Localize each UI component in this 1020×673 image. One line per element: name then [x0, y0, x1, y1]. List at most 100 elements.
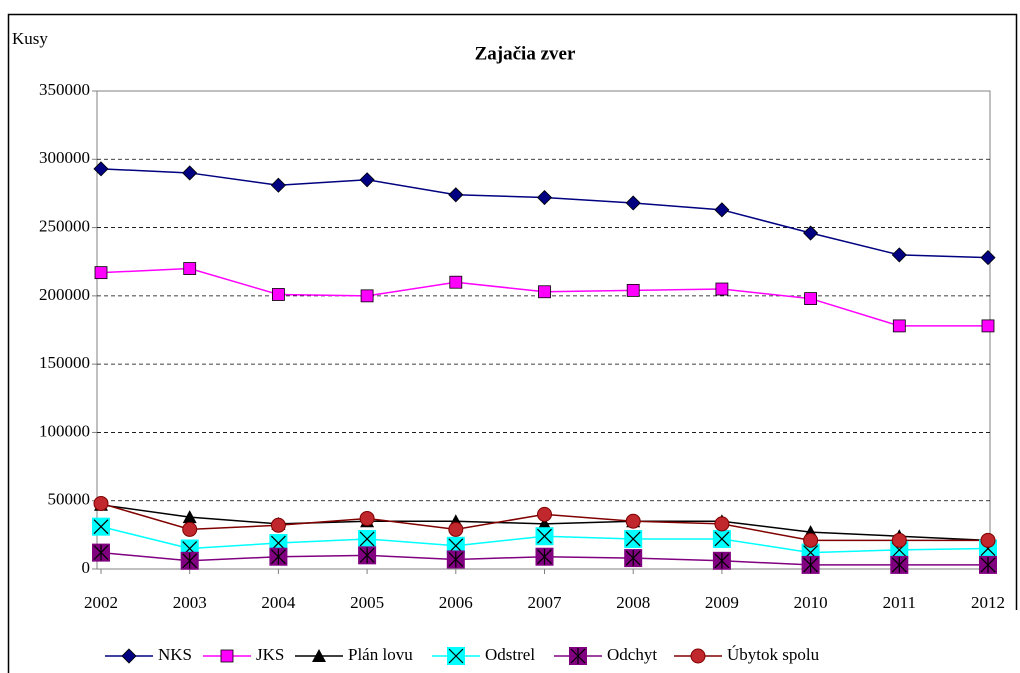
data-point: [981, 319, 995, 333]
marker-shape: [182, 165, 198, 181]
data-point: [183, 262, 197, 275]
data-point: [448, 187, 464, 203]
marker-shape: [448, 551, 464, 568]
data-point: [538, 285, 551, 299]
marker-shape: [981, 319, 995, 333]
data-point: [890, 555, 909, 574]
marker-shape: [625, 195, 641, 211]
marker-shape: [714, 531, 730, 547]
data-point: [92, 543, 110, 562]
marker-shape: [449, 275, 463, 289]
data-point: [359, 172, 375, 188]
data-point: [92, 517, 110, 536]
y-tick-label: 300000: [39, 148, 90, 167]
x-tick-label: 2006: [439, 593, 473, 612]
data-point: [625, 195, 641, 211]
data-point: [448, 521, 464, 537]
marker-shape: [182, 510, 197, 524]
marker-shape: [93, 495, 109, 511]
y-tick-label: 50000: [48, 490, 91, 509]
marker-shape: [714, 202, 730, 218]
legend-label: Plán lovu: [348, 645, 413, 664]
marker-shape: [538, 285, 551, 299]
data-point: [358, 546, 377, 565]
data-point: [270, 177, 286, 193]
legend-label: Odchyt: [607, 645, 657, 664]
data-point: [714, 202, 730, 218]
data-point: [804, 292, 817, 305]
marker-shape: [93, 519, 109, 535]
data-point: [358, 529, 377, 548]
x-tick-label: 2011: [883, 593, 916, 612]
data-point: [360, 289, 374, 303]
data-point: [891, 532, 907, 548]
legend-marker: [690, 648, 706, 664]
marker-shape: [360, 289, 374, 303]
marker-shape: [93, 161, 109, 177]
data-point: [625, 513, 641, 529]
marker-shape: [121, 648, 137, 664]
data-point: [712, 551, 731, 570]
data-point: [714, 516, 730, 532]
x-tick-label: 2012: [971, 593, 1005, 612]
data-point: [93, 161, 109, 177]
data-point: [892, 319, 906, 333]
data-point: [535, 547, 554, 566]
marker-shape: [891, 556, 907, 573]
data-point: [803, 532, 819, 548]
marker-shape: [220, 649, 234, 663]
marker-shape: [804, 292, 817, 305]
legend-marker: [447, 647, 465, 665]
x-tick-label: 2008: [616, 593, 650, 612]
marker-shape: [312, 649, 326, 662]
legend-marker: [121, 648, 137, 664]
data-point: [535, 527, 554, 546]
marker-shape: [94, 266, 108, 280]
data-point: [801, 555, 820, 574]
marker-shape: [980, 556, 996, 573]
y-axis-label: Kusy: [12, 29, 48, 48]
marker-shape: [891, 247, 907, 263]
data-point: [536, 189, 553, 206]
data-point: [803, 225, 819, 241]
y-tick-label: 200000: [39, 285, 90, 304]
marker-shape: [803, 556, 819, 573]
chart-frame: [7, 13, 1018, 673]
x-tick-label: 2007: [528, 593, 563, 612]
data-point: [93, 495, 109, 511]
legend-marker: [220, 649, 234, 663]
data-point: [891, 247, 907, 263]
marker-shape: [715, 282, 729, 296]
marker-shape: [270, 548, 286, 565]
data-point: [182, 510, 197, 524]
x-tick-label: 2004: [261, 593, 296, 612]
data-point: [180, 551, 199, 570]
data-point: [980, 250, 996, 266]
x-tick-label: 2005: [350, 593, 384, 612]
x-tick-label: 2003: [173, 593, 207, 612]
marker-shape: [892, 319, 906, 333]
data-point: [182, 521, 198, 537]
marker-shape: [891, 532, 907, 548]
marker-shape: [626, 283, 640, 297]
data-point: [979, 555, 997, 574]
series-line: [100, 168, 989, 259]
y-tick-label: 0: [82, 558, 91, 577]
x-tick-label: 2010: [794, 593, 828, 612]
data-point: [446, 550, 465, 569]
x-tick-label: 2009: [705, 593, 739, 612]
marker-shape: [625, 550, 641, 567]
y-tick-label: 350000: [39, 80, 90, 99]
marker-shape: [359, 531, 375, 547]
legend-label: Odstrel: [485, 645, 535, 664]
plot-area: [96, 90, 991, 570]
marker-shape: [625, 531, 641, 547]
data-point: [712, 529, 731, 548]
marker-shape: [182, 521, 198, 537]
data-point: [980, 532, 996, 548]
data-point: [624, 529, 643, 548]
y-tick-label: 150000: [39, 353, 90, 372]
marker-shape: [448, 648, 464, 664]
marker-shape: [625, 513, 641, 529]
